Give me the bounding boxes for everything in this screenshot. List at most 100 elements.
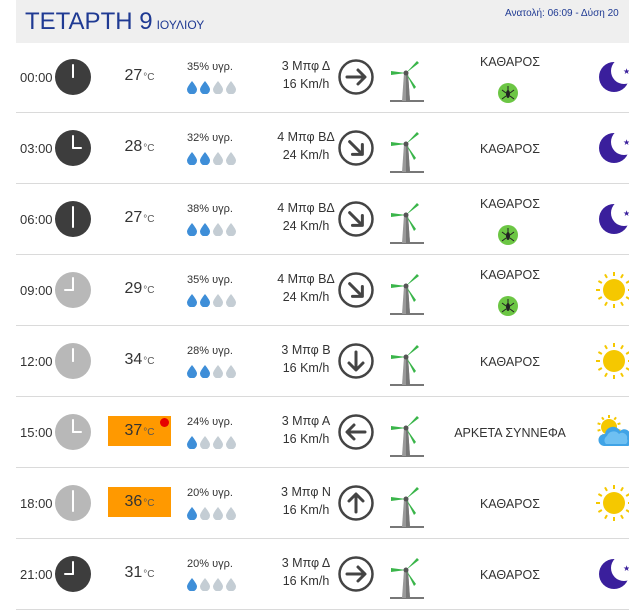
clock-icon <box>55 556 91 592</box>
forecast-row: 06:00 27°C 38% υγρ. 4 Μπφ ΒΔ 24 Km/h ΚΑΘΑΡΟ… <box>16 185 629 255</box>
svg-text:★: ★ <box>623 209 629 218</box>
time-label: 00:00 <box>20 70 53 85</box>
mosquito-icon <box>498 225 518 245</box>
heat-alert-dot <box>160 418 169 427</box>
temperature-value: 27 <box>124 67 143 84</box>
wind-speed: 16 Km/h <box>282 432 330 446</box>
humidity-drops-icon <box>186 293 246 308</box>
humidity-drops-icon <box>186 364 246 379</box>
temperature-value: 28 <box>124 138 143 155</box>
wind-info: 3 Μπφ Δ 16 Km/h <box>256 554 356 590</box>
forecast-row: 03:00 28°C 32% υγρ. 4 Μπφ ΒΔ 24 Km/h ΚΑΘΑΡΟ… <box>16 114 629 184</box>
humidity-drops-icon <box>186 577 246 592</box>
wind-speed: 24 Km/h <box>282 148 330 162</box>
humidity-label: 38% υγρ. <box>187 203 233 215</box>
wind-beaufort: 3 Μπφ Ν <box>281 485 331 499</box>
time-label: 12:00 <box>20 354 53 369</box>
humidity-label: 20% υγρ. <box>187 558 233 570</box>
clock-icon <box>55 201 91 237</box>
temperature-value: 29 <box>124 280 143 297</box>
humidity-label: 28% υγρ. <box>187 345 233 357</box>
wind-speed: 16 Km/h <box>282 503 330 517</box>
temperature-unit: °C <box>143 214 155 225</box>
humidity-drops-icon <box>186 506 246 521</box>
temperature-unit: °C <box>143 356 155 367</box>
wind-beaufort: 3 Μπφ Β <box>281 343 331 357</box>
wind-direction-arrow-icon <box>338 272 374 308</box>
day-title: ΤΕΤΑΡΤΗ 9 ΙΟΥΛΙΟΥ <box>25 8 204 36</box>
time-label: 06:00 <box>20 212 53 227</box>
time-label: 18:00 <box>20 496 53 511</box>
wind-turbine-icon <box>386 128 426 174</box>
sun-icon <box>594 270 629 310</box>
wind-direction-arrow-icon <box>338 59 374 95</box>
wind-info: 3 Μπφ Δ 16 Km/h <box>256 57 356 93</box>
temperature-unit: °C <box>143 569 155 580</box>
wind-direction-arrow-icon <box>338 343 374 379</box>
wind-info: 3 Μπφ Ν 16 Km/h <box>256 483 356 519</box>
temperature: 28°C <box>108 132 171 162</box>
wind-direction-arrow-icon <box>338 201 374 237</box>
wind-turbine-icon <box>386 270 426 316</box>
wind-info: 4 Μπφ ΒΔ 24 Km/h <box>256 270 356 306</box>
condition-label: ΑΡΚΕΤΑ ΣΥΝΝΕΦΑ <box>454 426 566 440</box>
month-name: ΙΟΥΛΙΟΥ <box>156 18 205 32</box>
temperature-unit: °C <box>143 143 155 154</box>
svg-text:★: ★ <box>623 138 629 147</box>
temperature: 27°C <box>108 61 171 91</box>
humidity-drops-icon <box>186 151 246 166</box>
temperature-value: 37 <box>124 422 143 439</box>
wind-speed: 16 Km/h <box>282 77 330 91</box>
time-label: 09:00 <box>20 283 53 298</box>
sunrise-sunset: Ανατολή: 06:09 - Δύση 20 <box>505 8 619 19</box>
wind-beaufort: 3 Μπφ Δ <box>281 59 331 73</box>
moon-icon: ★ <box>594 199 629 239</box>
temperature-unit: °C <box>143 498 155 509</box>
clock-icon <box>55 485 91 521</box>
wind-turbine-icon <box>386 554 426 600</box>
time-label: 15:00 <box>20 425 53 440</box>
wind-speed: 24 Km/h <box>282 290 330 304</box>
forecast-row: 09:00 29°C 35% υγρ. 4 Μπφ ΒΔ 24 Km/h ΚΑΘΑΡΟ… <box>16 256 629 326</box>
wind-turbine-icon <box>386 341 426 387</box>
humidity-label: 35% υγρ. <box>187 61 233 73</box>
clock-icon <box>55 414 91 450</box>
svg-text:★: ★ <box>623 67 629 76</box>
wind-beaufort: 3 Μπφ Α <box>281 414 331 428</box>
forecast-row: 21:00 31°C 20% υγρ. 3 Μπφ Δ 16 Km/h ΚΑΘΑΡΟΣ… <box>16 540 629 610</box>
temperature-value: 36 <box>124 493 143 510</box>
wind-speed: 24 Km/h <box>282 219 330 233</box>
clock-icon <box>55 272 91 308</box>
temperature: 34°C <box>108 345 171 375</box>
wind-info: 4 Μπφ ΒΔ 24 Km/h <box>256 128 356 164</box>
wind-info: 3 Μπφ Α 16 Km/h <box>256 412 356 448</box>
wind-direction-arrow-icon <box>338 556 374 592</box>
humidity-label: 20% υγρ. <box>187 487 233 499</box>
temperature: 31°C <box>108 558 171 588</box>
temperature-value: 34 <box>124 351 143 368</box>
temperature: 29°C <box>108 274 171 304</box>
mosquito-icon <box>498 83 518 103</box>
moon-icon: ★ <box>594 57 629 97</box>
wind-beaufort: 4 Μπφ ΒΔ <box>277 201 335 215</box>
temperature-unit: °C <box>143 427 155 438</box>
clock-icon <box>55 130 91 166</box>
time-label: 03:00 <box>20 141 53 156</box>
humidity-label: 32% υγρ. <box>187 132 233 144</box>
wind-beaufort: 4 Μπφ ΒΔ <box>277 272 335 286</box>
humidity-label: 24% υγρ. <box>187 416 233 428</box>
svg-text:★: ★ <box>623 564 629 573</box>
temperature-value: 31 <box>124 564 143 581</box>
wind-turbine-icon <box>386 412 426 458</box>
sun-icon <box>594 341 629 381</box>
humidity-label: 35% υγρ. <box>187 274 233 286</box>
condition-label: ΚΑΘΑΡΟΣ <box>479 197 541 211</box>
day-header: ΤΕΤΑΡΤΗ 9 ΙΟΥΛΙΟΥ Ανατολή: 06:09 - Δύση 2… <box>16 0 629 43</box>
sun-icon <box>594 483 629 523</box>
forecast-row: 15:00 37°C 24% υγρ. 3 Μπφ Α 16 Km/h ΑΡΚΕΤΑ … <box>16 398 629 468</box>
wind-speed: 16 Km/h <box>282 361 330 375</box>
condition-label: ΚΑΘΑΡΟΣ <box>479 142 541 156</box>
humidity-drops-icon <box>186 80 246 95</box>
condition-label: ΚΑΘΑΡΟΣ <box>479 497 541 511</box>
sun-cloud-icon <box>594 412 629 452</box>
